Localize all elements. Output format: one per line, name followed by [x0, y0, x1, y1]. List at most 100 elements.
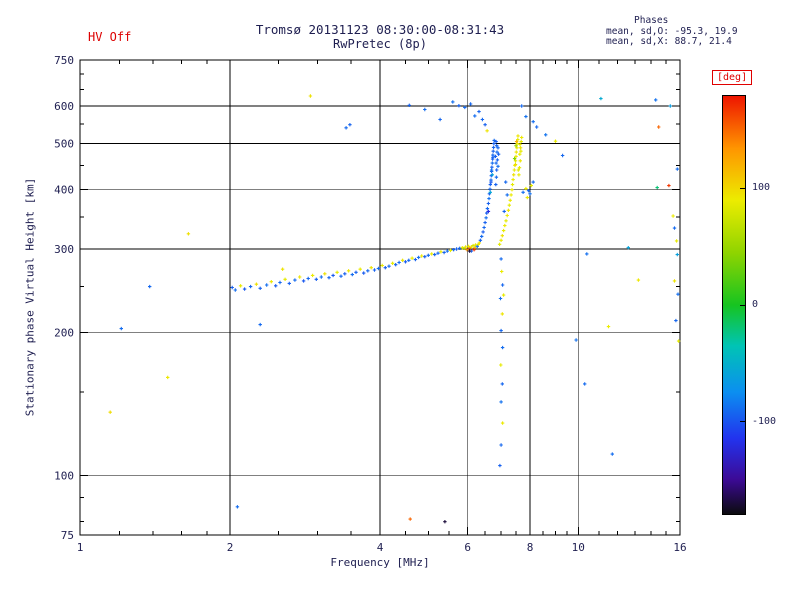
data-point [499, 328, 503, 333]
data-point [466, 244, 471, 248]
data-point [458, 246, 462, 250]
data-point [423, 255, 427, 259]
data-point [531, 120, 535, 124]
data-point [301, 279, 306, 283]
data-point [283, 277, 287, 281]
data-point [108, 410, 112, 414]
data-point [499, 257, 503, 261]
data-point [520, 135, 524, 140]
data-point [524, 186, 528, 191]
data-point [492, 141, 496, 146]
data-point [238, 284, 243, 288]
data-point [420, 254, 424, 258]
hv-status-label: HV Off [88, 30, 132, 44]
data-point [473, 243, 478, 247]
data-point [674, 318, 678, 323]
plot-subtitle: RwPretec (8p) [333, 37, 427, 51]
data-point [410, 256, 414, 260]
data-point [516, 137, 520, 142]
data-point [513, 162, 518, 167]
data-point [487, 196, 491, 201]
data-point [514, 139, 519, 144]
data-point [494, 161, 498, 165]
data-point [323, 272, 327, 276]
data-point [483, 220, 487, 225]
data-point [254, 282, 259, 286]
data-point [574, 338, 578, 342]
data-point [436, 251, 440, 255]
data-point [507, 203, 511, 207]
phase-stats-block: Phases mean, sd,O: -95.3, 19.9 mean, sd,… [606, 15, 776, 48]
data-point [515, 146, 519, 150]
data-point [473, 114, 477, 118]
data-point [508, 198, 512, 202]
data-point [463, 105, 467, 110]
data-point [482, 225, 486, 230]
data-point [413, 257, 418, 262]
data-point [560, 153, 565, 158]
data-point [485, 206, 490, 211]
data-point [518, 159, 522, 163]
data-point [319, 275, 323, 279]
y-tick-label: 200 [54, 327, 74, 340]
data-point [511, 177, 515, 182]
data-point [475, 244, 479, 248]
data-point [521, 190, 525, 194]
data-point [500, 269, 504, 274]
data-point [242, 287, 247, 291]
data-point [442, 250, 446, 255]
data-point [469, 245, 473, 249]
data-point [258, 286, 262, 290]
data-point [636, 278, 641, 282]
plot-title: Tromsø 20131123 08:30:00-08:31:43 [255, 22, 505, 37]
data-point [526, 189, 531, 193]
data-point [119, 326, 123, 331]
y-tick-label: 100 [54, 470, 74, 483]
data-point [655, 185, 659, 190]
data-point [495, 168, 499, 172]
data-point [500, 234, 504, 238]
data-point [525, 195, 529, 200]
data-point [504, 180, 508, 184]
data-point [676, 292, 680, 296]
x-tick-label: 10 [572, 541, 585, 554]
colorbar-tick-label: -100 [752, 415, 777, 427]
data-point [496, 146, 500, 150]
data-point [667, 183, 671, 188]
data-point [495, 144, 499, 148]
data-point [494, 139, 498, 144]
data-point [531, 180, 535, 184]
data-point [672, 279, 677, 283]
colorbar-gradient [722, 95, 746, 515]
data-point [606, 324, 611, 329]
data-point [438, 117, 442, 122]
data-point [408, 517, 412, 521]
data-point [248, 284, 253, 289]
data-point [186, 232, 191, 236]
data-point [506, 208, 511, 212]
data-point [610, 452, 614, 456]
data-point [346, 269, 351, 273]
colorbar-tick [740, 187, 746, 189]
plot-frame [79, 59, 681, 536]
data-point [477, 241, 481, 245]
data-point [510, 182, 515, 187]
data-point [339, 274, 343, 278]
data-point [439, 250, 443, 254]
data-point [491, 145, 496, 150]
data-point [528, 192, 532, 196]
data-point [314, 277, 318, 281]
data-point [235, 505, 240, 509]
data-point [366, 269, 370, 273]
data-point [397, 260, 401, 265]
data-point [230, 285, 234, 290]
data-point [513, 159, 518, 163]
y-tick-label: 300 [54, 243, 74, 256]
data-point [486, 201, 491, 206]
data-point [467, 249, 472, 253]
data-point [443, 520, 447, 524]
data-point [599, 96, 603, 101]
data-point [403, 260, 408, 264]
data-point [258, 322, 262, 327]
data-point [492, 138, 496, 143]
